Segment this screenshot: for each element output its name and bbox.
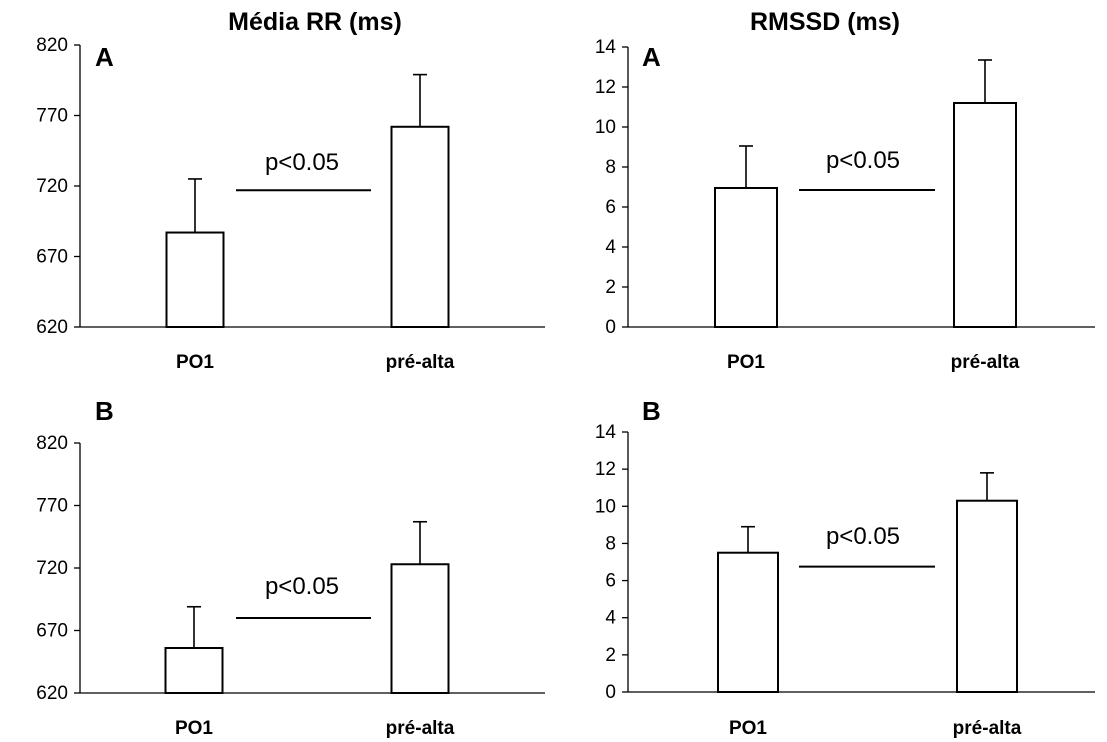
right-column-title: RMSSD (ms) <box>749 8 900 36</box>
panel-label: B <box>642 396 661 426</box>
chart-panel-top-right: 0 2 4 6 8 10 12 14 PO1 pré-alta p<0.05 A <box>595 37 1095 373</box>
y-tick-label: 670 <box>36 621 68 642</box>
panel-label: A <box>642 42 661 72</box>
y-tick-label: 6 <box>605 571 616 592</box>
y-tick-label: 820 <box>36 35 68 56</box>
chart-panel-bottom-right: 0 2 4 6 8 10 12 14 PO1 pré-alta p<0.05 B <box>595 396 1095 739</box>
bar <box>390 563 450 694</box>
category-label: pré-alta <box>386 718 455 739</box>
y-tick-label: 8 <box>605 157 616 178</box>
y-tick-label: 620 <box>36 317 68 338</box>
left-column-title: Média RR (ms) <box>228 8 402 36</box>
y-tick-label: 2 <box>605 645 616 666</box>
y-tick-label: 4 <box>605 608 616 629</box>
y-tick-label: 620 <box>36 683 68 704</box>
bar <box>390 125 450 328</box>
bar <box>164 647 224 694</box>
y-tick-label: 4 <box>605 237 616 258</box>
y-tick-label: 770 <box>36 106 68 127</box>
category-label: PO1 <box>729 718 767 739</box>
y-tick-label: 10 <box>595 117 616 138</box>
y-tick-label: 10 <box>595 496 616 517</box>
significance-label: p<0.05 <box>265 149 339 176</box>
y-tick-label: 6 <box>605 197 616 218</box>
category-label: PO1 <box>727 352 765 373</box>
bar <box>956 499 1018 693</box>
y-tick-label: 0 <box>605 682 616 703</box>
y-tick-label: 770 <box>36 496 68 517</box>
category-label: pré-alta <box>953 718 1022 739</box>
bar <box>714 187 778 328</box>
y-tick-label: 14 <box>595 37 617 58</box>
y-tick-label: 670 <box>36 247 68 268</box>
panel-label: A <box>95 42 114 72</box>
panel-label: B <box>95 396 114 426</box>
y-tick-label: 8 <box>605 533 616 554</box>
category-label: pré-alta <box>386 352 455 373</box>
y-tick-label: 12 <box>595 77 616 98</box>
y-tick-label: 720 <box>36 176 68 197</box>
y-tick-label: 720 <box>36 558 68 579</box>
y-tick-label: 2 <box>605 277 616 298</box>
y-tick-label: 820 <box>36 433 68 454</box>
category-label: pré-alta <box>951 352 1020 373</box>
chart-panel-top-left: 620 670 720 770 820 PO1 pré-alta p<0.05 A <box>36 35 545 373</box>
y-tick-label: 14 <box>595 422 617 443</box>
bar <box>953 102 1017 328</box>
significance-label: p<0.05 <box>265 573 339 600</box>
bar <box>717 551 779 693</box>
category-label: PO1 <box>175 718 213 739</box>
y-tick-label: 12 <box>595 459 616 480</box>
significance-label: p<0.05 <box>826 147 900 174</box>
chart-panel-bottom-left: 620 670 720 770 820 PO1 pré-alta p<0.05 B <box>36 396 545 739</box>
bar <box>165 231 225 328</box>
y-tick-label: 0 <box>605 317 616 338</box>
significance-label: p<0.05 <box>826 523 900 550</box>
category-label: PO1 <box>176 352 214 373</box>
